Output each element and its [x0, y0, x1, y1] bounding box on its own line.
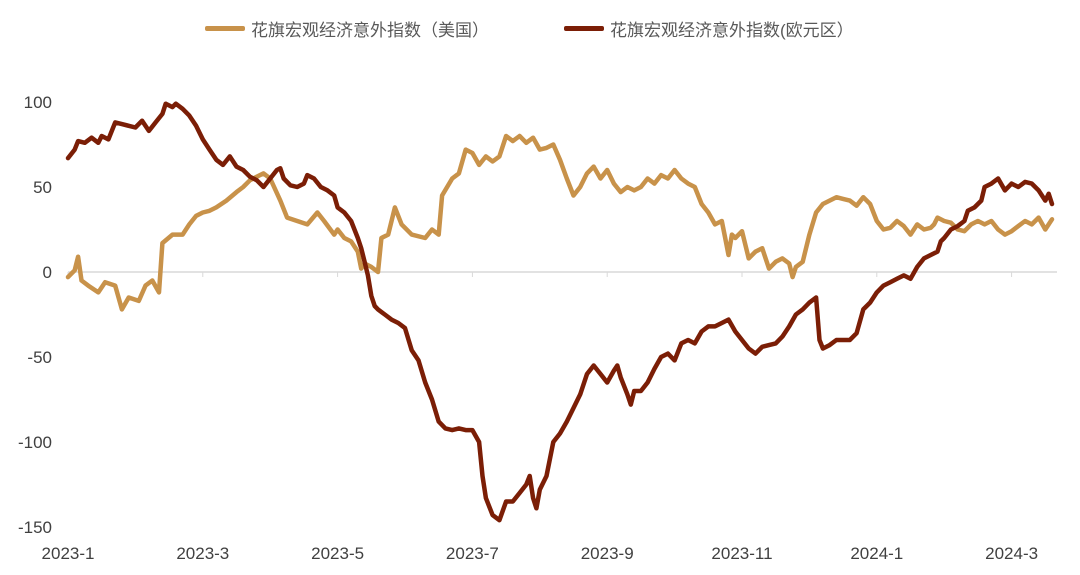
y-tick-label: -150: [18, 518, 52, 537]
x-tick-label: 2023-5: [311, 544, 364, 563]
legend-item-eurozone: 花旗宏观经济意外指数(欧元区）: [564, 16, 854, 41]
legend-item-us: 花旗宏观经济意外指数（美国）: [205, 16, 489, 41]
x-tick-label: 2024-3: [985, 544, 1038, 563]
legend-label-us: 花旗宏观经济意外指数（美国）: [251, 21, 489, 40]
legend-label-eurozone: 花旗宏观经济意外指数(欧元区）: [610, 21, 854, 40]
x-tick-label: 2023-3: [176, 544, 229, 563]
y-tick-label: -50: [27, 348, 52, 367]
chart-legend: 花旗宏观经济意外指数（美国） 花旗宏观经济意外指数(欧元区）: [0, 16, 1080, 42]
y-tick-label: 0: [43, 263, 52, 282]
axis-layer: [67, 271, 1057, 277]
x-tick-label: 2023-11: [711, 544, 772, 563]
x-tick-label: 2023-1: [42, 544, 95, 563]
y-tick-label: -100: [18, 433, 52, 452]
y-tick-label: 100: [24, 93, 52, 112]
x-tick-label: 2024-1: [850, 544, 903, 563]
series-line-us: [65, 133, 1055, 312]
x-tick-label: 2023-9: [581, 544, 634, 563]
label-layer: 100 50 0 -50 -100 -150 2023-1 2023-3 2023-5 2023-…: [18, 93, 1038, 563]
y-tick-label: 50: [33, 178, 52, 197]
series-layer: [65, 101, 1055, 523]
series-line-eurozone: [65, 101, 1055, 523]
legend-swatch-us: [205, 26, 245, 31]
x-tick-label: 2023-7: [446, 544, 499, 563]
legend-swatch-eurozone: [564, 26, 604, 31]
